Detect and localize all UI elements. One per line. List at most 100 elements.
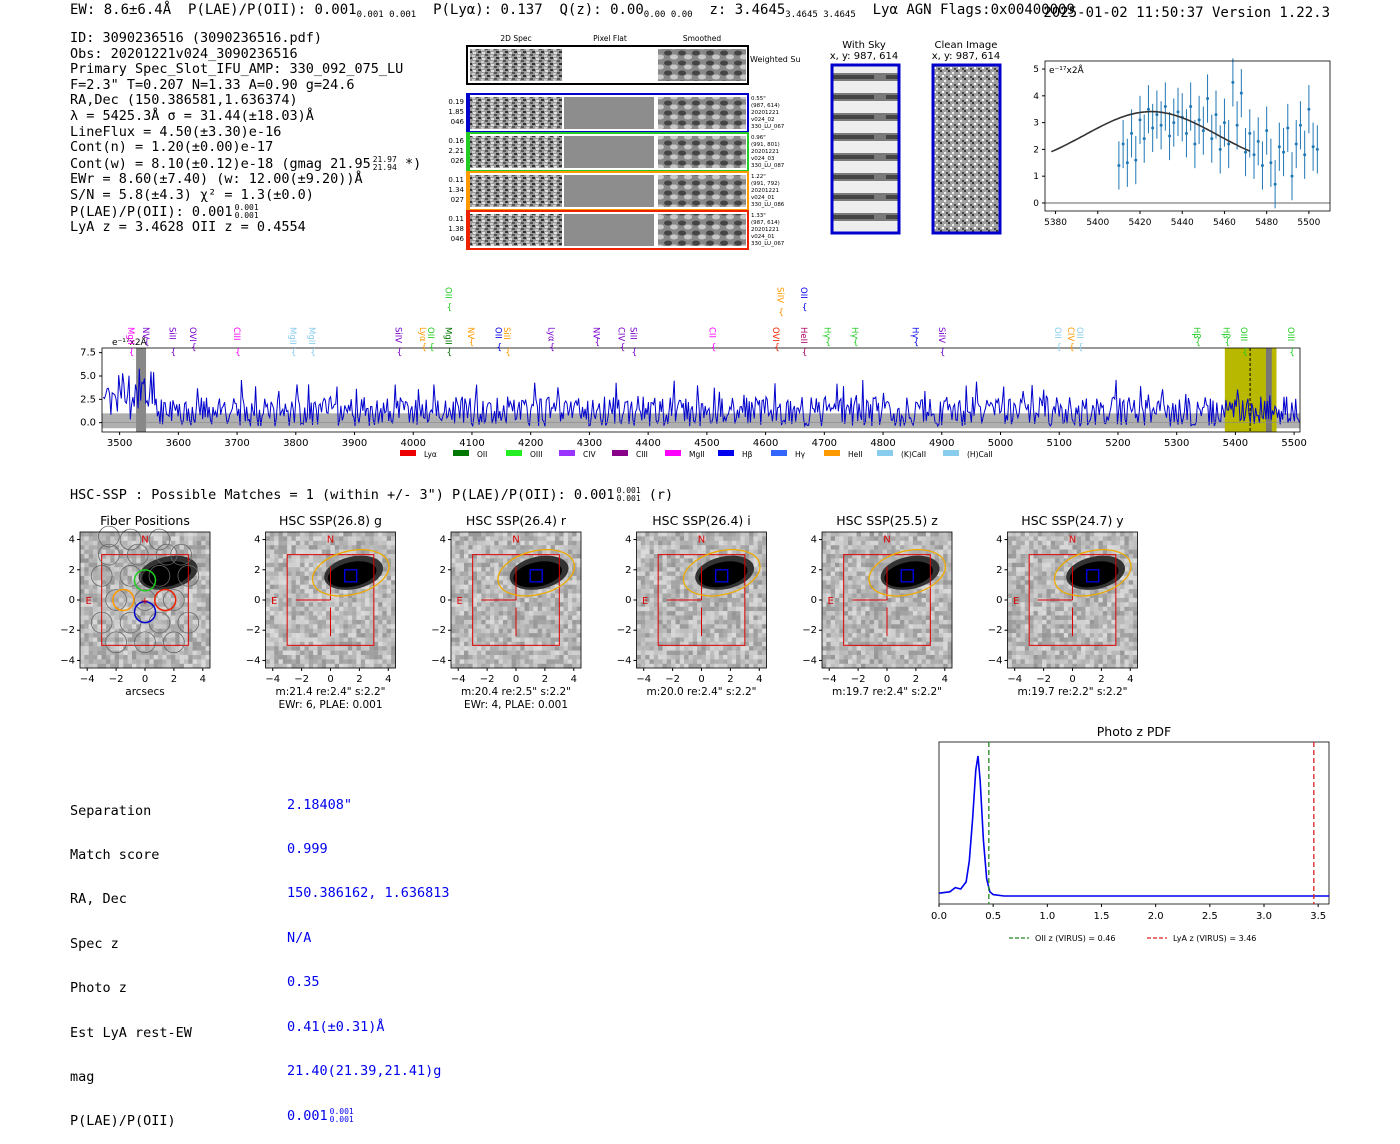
pixel: [318, 558, 323, 563]
pixel: [577, 541, 582, 546]
pixel: [486, 550, 491, 555]
cutout-color-tab: [467, 94, 470, 132]
pixel: [193, 633, 198, 638]
pixel: [564, 616, 569, 621]
pixel: [658, 580, 663, 585]
pixel: [723, 633, 728, 638]
pixel: [935, 541, 940, 546]
pixel: [89, 589, 94, 594]
pixel: [460, 620, 465, 625]
pixel: [714, 629, 719, 634]
pixel: [145, 616, 150, 621]
pixel: [361, 651, 366, 656]
pixel: [835, 572, 840, 577]
pixel: [645, 655, 650, 660]
pixel: [309, 585, 314, 590]
pixel: [891, 620, 896, 625]
pixel: [387, 638, 392, 643]
panel-xtick-label: −4: [451, 674, 466, 685]
pixel: [641, 607, 646, 612]
pixel: [451, 659, 456, 664]
pixel: [455, 589, 460, 594]
pixel: [723, 616, 728, 621]
pixel: [943, 594, 948, 599]
pixel: [348, 620, 353, 625]
pixel: [89, 558, 94, 563]
pixel: [279, 576, 284, 581]
pixel: [507, 532, 512, 537]
pixel: [292, 536, 297, 541]
pixel: [391, 585, 396, 590]
pixel: [538, 655, 543, 660]
pixel: [93, 545, 98, 550]
pixel: [935, 620, 940, 625]
pixel: [490, 589, 495, 594]
pixel: [732, 532, 737, 537]
pixel: [330, 616, 335, 621]
line-label-text: OIII: [1238, 327, 1248, 341]
pixel: [348, 629, 353, 634]
pixel: [464, 655, 469, 660]
pixel: [689, 659, 694, 664]
pixel: [650, 655, 655, 660]
pixel: [123, 659, 128, 664]
pixel: [826, 567, 831, 572]
pixel: [745, 536, 750, 541]
pixel: [128, 633, 133, 638]
panel-caption-2: EWr: 6, PLAE: 0.001: [278, 699, 382, 711]
pixel: [542, 536, 547, 541]
pixel: [658, 563, 663, 568]
pixel: [365, 638, 370, 643]
spectrum-xtick-label: 4200: [518, 438, 543, 449]
pixel: [542, 629, 547, 634]
pixel: [313, 659, 318, 664]
pixel: [330, 589, 335, 594]
pixel: [637, 602, 642, 607]
pixel: [464, 558, 469, 563]
pixel: [723, 541, 728, 546]
pixel: [650, 545, 655, 550]
pixel: [292, 607, 297, 612]
pixel: [702, 633, 707, 638]
pixel: [555, 651, 560, 656]
pixel: [378, 607, 383, 612]
line-label-brace: {: [421, 343, 427, 353]
pixel: [874, 594, 879, 599]
pixel: [878, 585, 883, 590]
pixel: [270, 554, 275, 559]
pixel: [865, 611, 870, 616]
pixel: [943, 576, 948, 581]
pixel: [305, 532, 310, 537]
pixel: [292, 585, 297, 590]
pixel: [89, 563, 94, 568]
pixel: [287, 655, 292, 660]
line-label-text: CIV: [616, 327, 626, 341]
pixel: [374, 620, 379, 625]
panel-title: HSC SSP(26.8) g: [279, 513, 382, 528]
pixel: [900, 545, 905, 550]
pixel: [542, 602, 547, 607]
spectrum-xtick-label: 3500: [107, 438, 132, 449]
pixel: [89, 607, 94, 612]
pixel: [844, 602, 849, 607]
line-label-text: CIII: [231, 327, 241, 340]
pixel: [300, 558, 305, 563]
spectrum-line-label: OII: [1074, 327, 1084, 339]
pixel: [663, 655, 668, 660]
pixel: [572, 576, 577, 581]
pixel: [93, 659, 98, 664]
pixel: [719, 616, 724, 621]
panel-ytick-label: 4: [254, 535, 260, 546]
pixel: [904, 616, 909, 621]
pixel: [473, 602, 478, 607]
pixel: [287, 598, 292, 603]
pixel: [874, 624, 879, 629]
panel-xtick-label: −2: [480, 674, 495, 685]
pixel: [922, 611, 927, 616]
pixel: [684, 624, 689, 629]
pixel: [145, 638, 150, 643]
pixel: [486, 633, 491, 638]
pixel: [382, 607, 387, 612]
pixel: [193, 536, 198, 541]
line-label-brace: {: [505, 348, 511, 358]
